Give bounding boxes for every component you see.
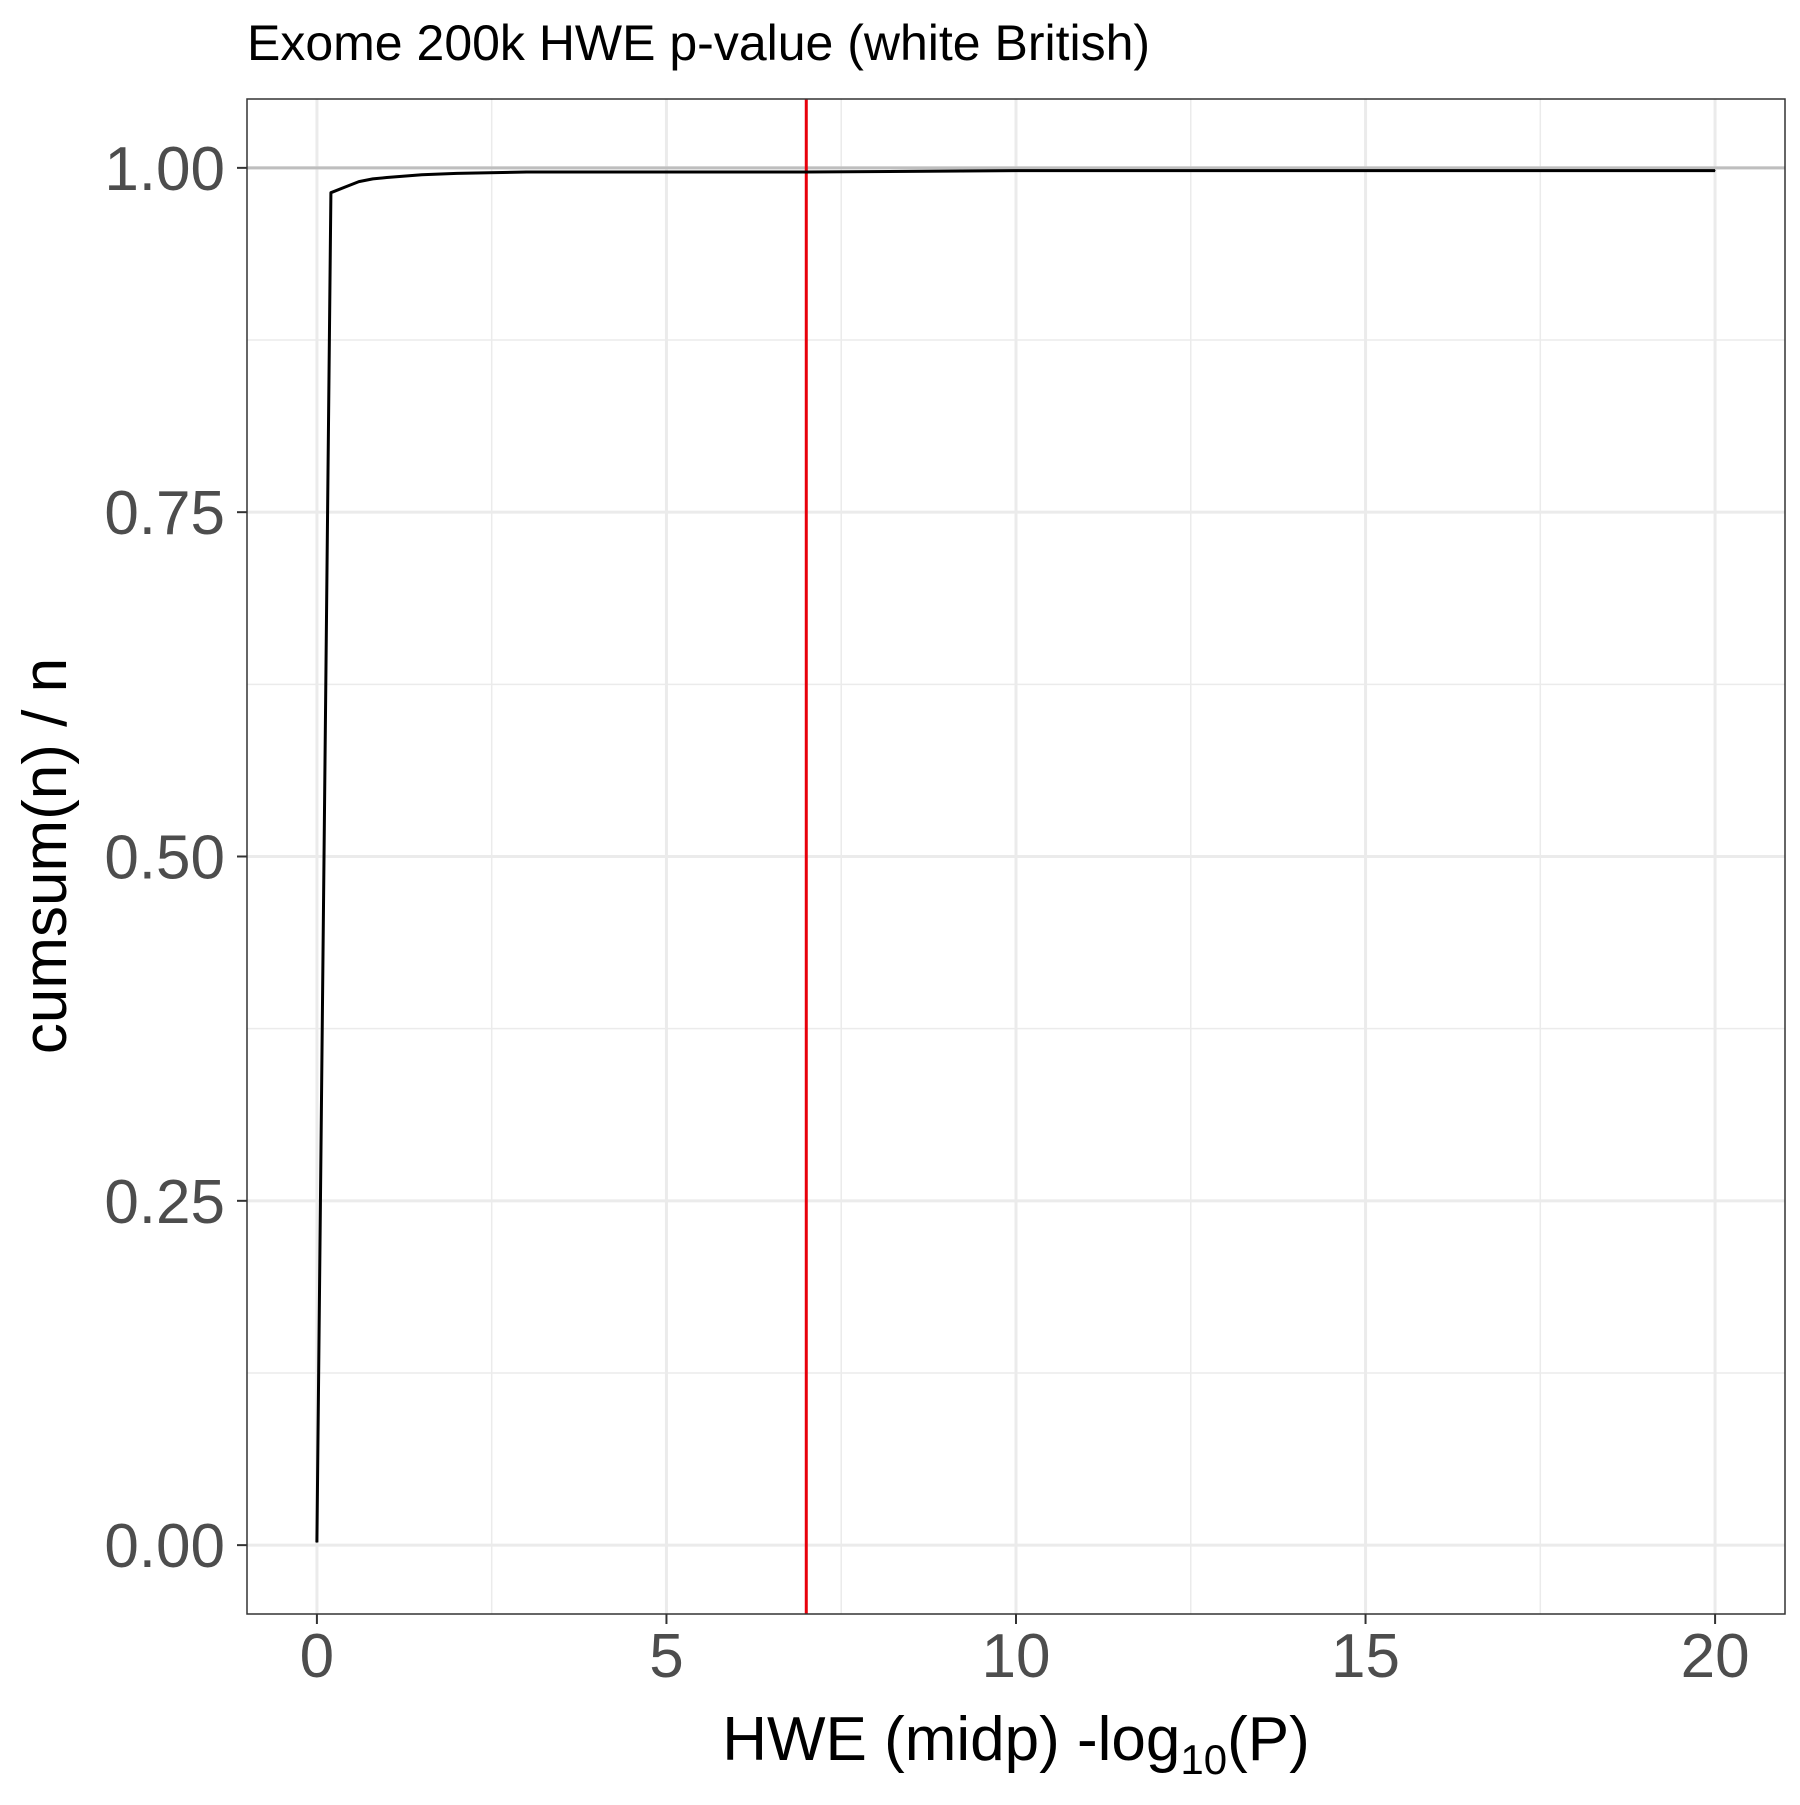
y-tick-label: 0.50 [104, 824, 225, 893]
y-tick-label: 0.00 [104, 1512, 225, 1581]
x-tick-label: 20 [1681, 1622, 1750, 1691]
data-point [805, 171, 807, 173]
data-point [456, 172, 458, 174]
y-axis-title: cumsum(n) / n [11, 658, 80, 1054]
data-point [526, 171, 528, 173]
data-point [358, 181, 360, 183]
series-line [315, 169, 1716, 1543]
reference-lines [247, 99, 1785, 1614]
series-layer [315, 169, 1716, 1543]
x-axis-title-main: HWE (midp) -log [722, 1705, 1180, 1774]
x-axis: 0 5 10 15 20 [300, 1614, 1750, 1691]
x-tick-label: 15 [1331, 1622, 1400, 1691]
data-point [1015, 170, 1017, 172]
y-tick-label: 0.25 [104, 1168, 225, 1237]
x-axis-title: HWE (midp) -log10(P) [722, 1705, 1310, 1783]
y-tick-label: 0.75 [104, 479, 225, 548]
data-point [421, 174, 423, 176]
data-point [316, 1541, 318, 1543]
data-point [1714, 170, 1716, 172]
x-tick-label: 5 [649, 1622, 683, 1691]
data-point [330, 192, 332, 194]
x-tick-label: 0 [300, 1622, 334, 1691]
y-tick-label: 1.00 [104, 135, 225, 204]
data-point [372, 178, 374, 180]
chart-title: Exome 200k HWE p-value (white British) [247, 15, 1150, 71]
x-tick-label: 10 [982, 1622, 1051, 1691]
data-point [386, 177, 388, 179]
x-axis-title-tail: (P) [1227, 1705, 1310, 1774]
data-point [665, 171, 667, 173]
data-point [1365, 170, 1367, 172]
data-point [344, 186, 346, 188]
x-axis-title-subscript: 10 [1180, 1736, 1227, 1783]
y-axis: 0.00 0.25 0.50 0.75 1.00 [104, 135, 247, 1581]
